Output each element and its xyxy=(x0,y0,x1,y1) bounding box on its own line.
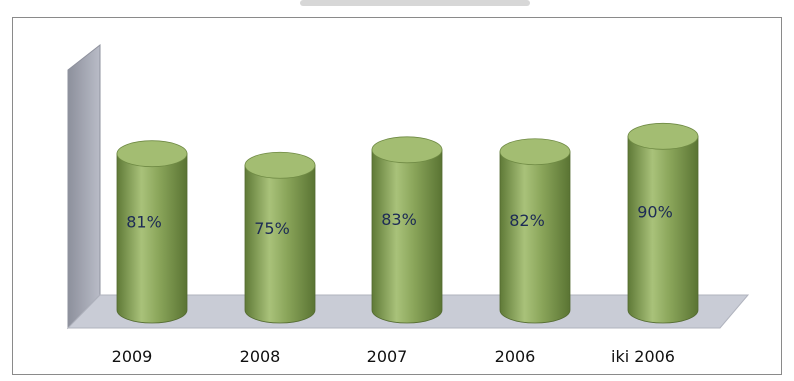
category-label: 2009 xyxy=(112,347,153,366)
value-label: 83% xyxy=(381,210,417,229)
bars-group xyxy=(116,122,699,324)
category-label: 2008 xyxy=(240,347,281,366)
value-label: 82% xyxy=(509,211,545,230)
bar-2006 xyxy=(499,138,571,324)
cropped-title-remnant xyxy=(300,0,530,6)
back-wall xyxy=(67,43,101,330)
bar-top xyxy=(116,140,188,168)
bar-body xyxy=(627,135,699,324)
value-label: 81% xyxy=(126,212,162,231)
bar-body xyxy=(116,153,188,324)
bar-iki-2006 xyxy=(627,122,699,324)
bar-2009 xyxy=(116,140,188,324)
bar-2007 xyxy=(371,136,443,324)
bar-top xyxy=(371,136,443,164)
category-label: 2006 xyxy=(495,347,536,366)
bar-2008 xyxy=(244,151,316,324)
labels-group: 81% 2009 75% 2008 83% 2007 82% 2006 90% iki 2006 xyxy=(112,202,675,366)
category-label: 2007 xyxy=(367,347,408,366)
bar-body xyxy=(371,149,443,324)
value-label: 90% xyxy=(637,202,673,221)
bar-body xyxy=(244,164,316,324)
bar-body xyxy=(499,151,571,324)
bar-top xyxy=(627,122,699,150)
bar-top xyxy=(499,138,571,166)
category-label: iki 2006 xyxy=(611,347,675,366)
bar-top xyxy=(244,151,316,179)
value-label: 75% xyxy=(254,219,290,238)
